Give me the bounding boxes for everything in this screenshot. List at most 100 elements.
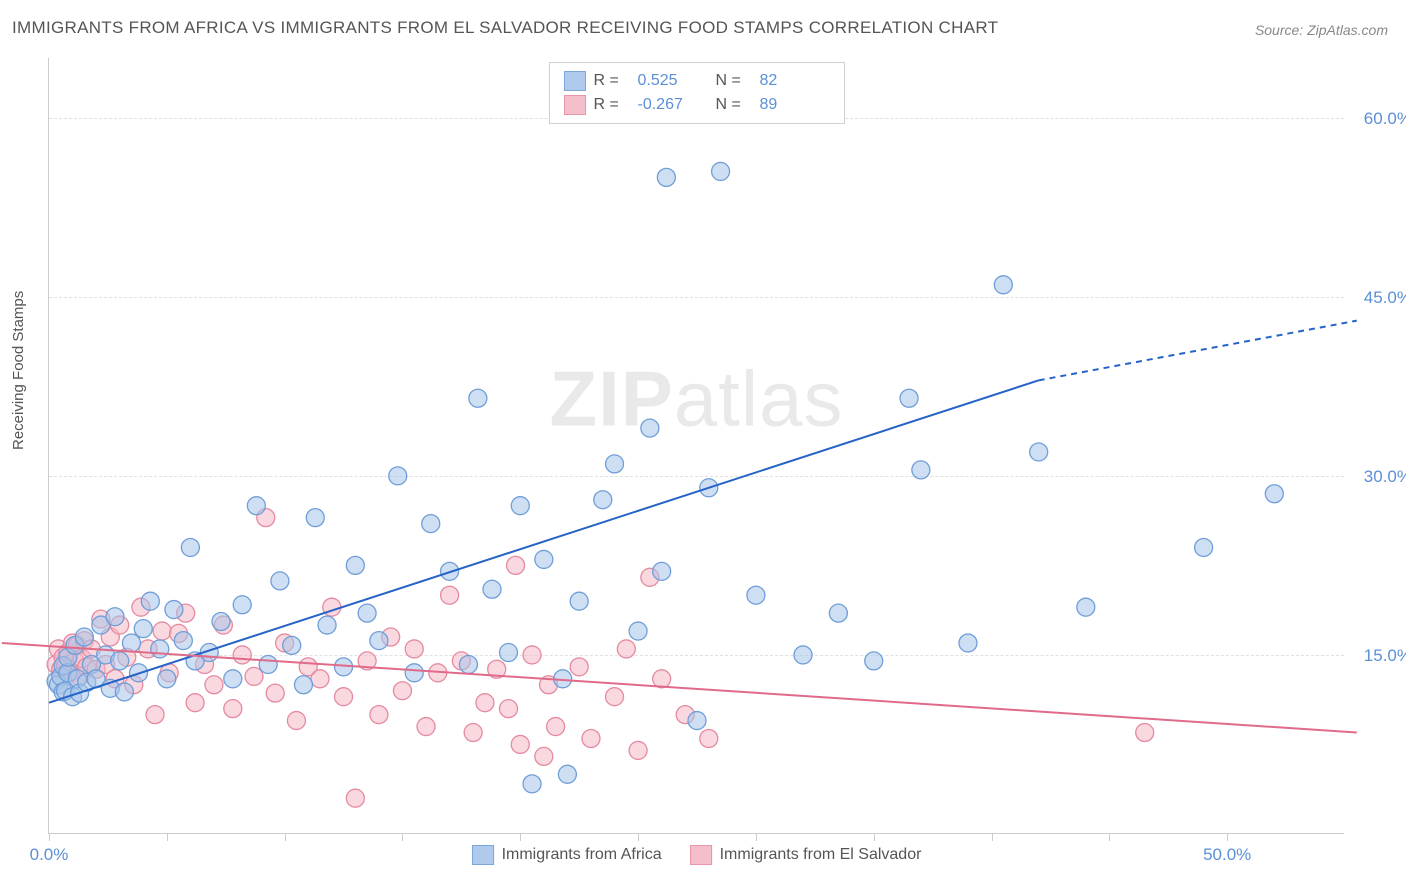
data-point bbox=[629, 622, 647, 640]
x-tick bbox=[638, 833, 639, 841]
data-point bbox=[994, 276, 1012, 294]
swatch-africa bbox=[564, 71, 586, 91]
data-point bbox=[151, 640, 169, 658]
series-legend: Immigrants from Africa Immigrants from E… bbox=[472, 845, 922, 865]
x-tick bbox=[402, 833, 403, 841]
data-point bbox=[141, 592, 159, 610]
data-point bbox=[224, 700, 242, 718]
data-point bbox=[294, 676, 312, 694]
data-point bbox=[459, 655, 477, 673]
data-point bbox=[606, 688, 624, 706]
x-tick bbox=[1227, 833, 1228, 841]
x-tick bbox=[992, 833, 993, 841]
swatch-elsalvador bbox=[564, 95, 586, 115]
data-point bbox=[122, 634, 140, 652]
data-point bbox=[393, 682, 411, 700]
data-point bbox=[688, 712, 706, 730]
data-point bbox=[747, 586, 765, 604]
y-tick-label: 30.0% bbox=[1364, 467, 1406, 487]
data-point bbox=[641, 419, 659, 437]
data-point bbox=[283, 636, 301, 654]
data-point bbox=[657, 168, 675, 186]
data-point bbox=[594, 491, 612, 509]
n-label: N = bbox=[716, 96, 752, 114]
data-point bbox=[370, 632, 388, 650]
swatch-elsalvador bbox=[690, 845, 712, 865]
x-tick-label: 0.0% bbox=[30, 845, 69, 865]
data-point bbox=[165, 601, 183, 619]
x-tick bbox=[1109, 833, 1110, 841]
data-point bbox=[523, 646, 541, 664]
data-point bbox=[370, 706, 388, 724]
data-point bbox=[174, 632, 192, 650]
data-point bbox=[335, 688, 353, 706]
data-point bbox=[266, 684, 284, 702]
data-point bbox=[912, 461, 930, 479]
data-point bbox=[146, 706, 164, 724]
data-point bbox=[606, 455, 624, 473]
x-tick bbox=[756, 833, 757, 841]
data-point bbox=[1265, 485, 1283, 503]
series-name-elsalvador: Immigrants from El Salvador bbox=[720, 846, 922, 864]
data-point bbox=[212, 612, 230, 630]
x-tick bbox=[167, 833, 168, 841]
data-point bbox=[153, 622, 171, 640]
data-point bbox=[700, 729, 718, 747]
data-point bbox=[617, 640, 635, 658]
data-point bbox=[511, 497, 529, 515]
data-point bbox=[441, 586, 459, 604]
data-point bbox=[358, 604, 376, 622]
x-tick-label: 50.0% bbox=[1203, 845, 1251, 865]
data-point bbox=[422, 515, 440, 533]
data-point bbox=[469, 389, 487, 407]
data-point bbox=[865, 652, 883, 670]
data-point bbox=[318, 616, 336, 634]
legend-row-africa: R = 0.525 N = 82 bbox=[564, 69, 830, 93]
data-point bbox=[712, 162, 730, 180]
data-point bbox=[405, 640, 423, 658]
n-label: N = bbox=[716, 72, 752, 90]
source-label: Source: ZipAtlas.com bbox=[1255, 22, 1388, 38]
data-point bbox=[558, 765, 576, 783]
data-point bbox=[306, 509, 324, 527]
correlation-legend: R = 0.525 N = 82 R = -0.267 N = 89 bbox=[549, 62, 845, 124]
chart-plot-area: ZIPatlas 15.0%30.0%45.0%60.0% 0.0%50.0% … bbox=[48, 58, 1344, 834]
data-point bbox=[224, 670, 242, 688]
data-point bbox=[287, 712, 305, 730]
data-point bbox=[247, 497, 265, 515]
data-point bbox=[233, 596, 251, 614]
data-point bbox=[547, 718, 565, 736]
data-point bbox=[499, 644, 517, 662]
data-point bbox=[570, 658, 588, 676]
data-point bbox=[476, 694, 494, 712]
x-tick bbox=[520, 833, 521, 841]
x-tick bbox=[285, 833, 286, 841]
y-tick-label: 60.0% bbox=[1364, 109, 1406, 129]
data-point bbox=[106, 608, 124, 626]
y-tick-label: 15.0% bbox=[1364, 646, 1406, 666]
data-point bbox=[417, 718, 435, 736]
data-point bbox=[1030, 443, 1048, 461]
data-point bbox=[245, 667, 263, 685]
chart-title: IMMIGRANTS FROM AFRICA VS IMMIGRANTS FRO… bbox=[12, 18, 998, 38]
data-point bbox=[499, 700, 517, 718]
swatch-africa bbox=[472, 845, 494, 865]
data-point bbox=[1077, 598, 1095, 616]
data-point bbox=[389, 467, 407, 485]
data-point bbox=[158, 670, 176, 688]
y-axis-label: Receiving Food Stamps bbox=[10, 291, 27, 450]
data-point bbox=[233, 646, 251, 664]
data-point bbox=[205, 676, 223, 694]
data-point bbox=[1136, 724, 1154, 742]
data-point bbox=[535, 747, 553, 765]
data-point bbox=[653, 562, 671, 580]
data-point bbox=[523, 775, 541, 793]
trend-line-dashed bbox=[1039, 321, 1357, 381]
data-point bbox=[582, 729, 600, 747]
data-point bbox=[653, 670, 671, 688]
data-point bbox=[900, 389, 918, 407]
series-name-africa: Immigrants from Africa bbox=[502, 846, 662, 864]
data-point bbox=[271, 572, 289, 590]
scatter-plot-svg bbox=[49, 58, 1344, 833]
data-point bbox=[464, 724, 482, 742]
